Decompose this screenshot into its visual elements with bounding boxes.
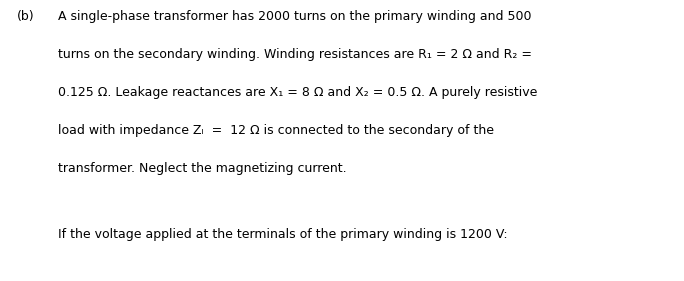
- Text: 0.125 Ω. Leakage reactances are X₁ = 8 Ω and X₂ = 0.5 Ω. A purely resistive: 0.125 Ω. Leakage reactances are X₁ = 8 Ω…: [58, 86, 538, 99]
- Text: (b): (b): [17, 10, 35, 23]
- Text: load with impedance Zₗ  =  12 Ω is connected to the secondary of the: load with impedance Zₗ = 12 Ω is connect…: [58, 124, 494, 137]
- Text: turns on the secondary winding. Winding resistances are R₁ = 2 Ω and R₂ =: turns on the secondary winding. Winding …: [58, 48, 532, 61]
- Text: transformer. Neglect the magnetizing current.: transformer. Neglect the magnetizing cur…: [58, 162, 347, 175]
- Text: A single-phase transformer has 2000 turns on the primary winding and 500: A single-phase transformer has 2000 turn…: [58, 10, 531, 23]
- Text: If the voltage applied at the terminals of the primary winding is 1200 V:: If the voltage applied at the terminals …: [58, 228, 508, 241]
